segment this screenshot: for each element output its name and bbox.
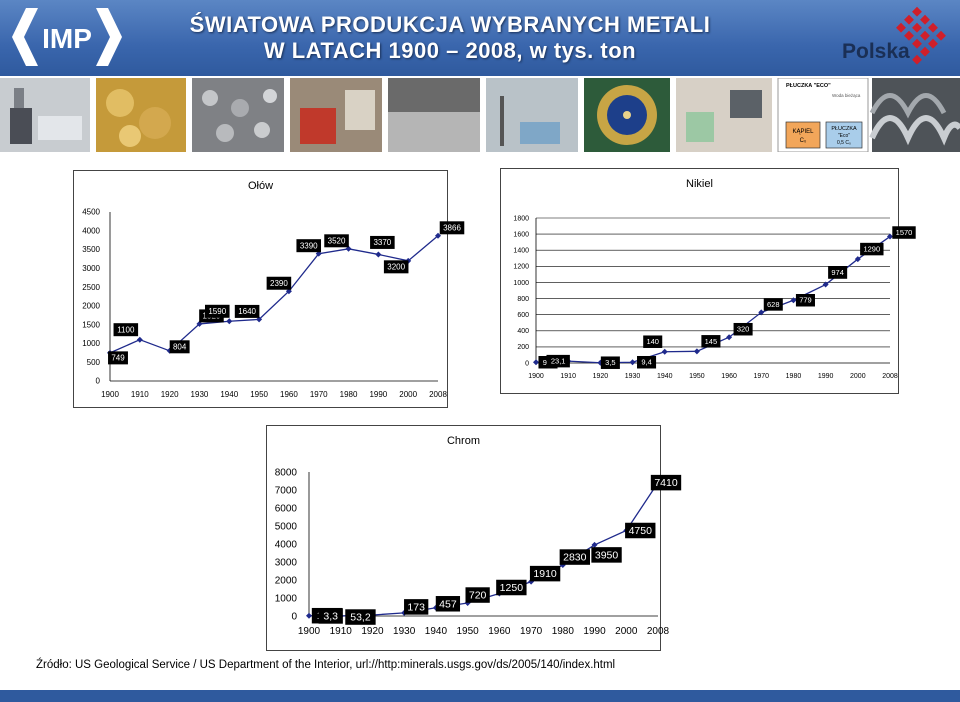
photo-metal-folds — [869, 78, 960, 152]
chart-title-olow: Ołów — [247, 180, 274, 192]
eco-box1-line1: KĄPIEL — [792, 129, 814, 135]
eco-box2-line1: PŁUCZKA — [831, 126, 857, 132]
header-banner: IMP ŚWIATOWA PRODUKCJA WYBRANYCH METALI … — [0, 0, 960, 76]
eco-box2-line2: "Eco" — [838, 133, 850, 139]
eco-box1-line2: C₀ — [800, 138, 807, 144]
imp-logo-text: IMP — [42, 23, 92, 54]
polska-logo-text: Polska — [842, 40, 910, 63]
photo-lab-1 — [0, 78, 90, 152]
polska-logo: Polska — [842, 6, 946, 65]
eco-diagram-water-label: Woda bieżąca — [832, 93, 861, 98]
photo-strip: PŁUCZKA "ECO" Woda bieżąca KĄPIEL C₀ PŁU… — [0, 78, 960, 152]
title-line-2: W LATACH 1900 – 2008, w tys. ton — [263, 38, 637, 63]
chart-title-nikiel: Nikiel — [686, 178, 713, 190]
chart-title-chrom: Chrom — [446, 435, 480, 447]
polska-logo-mark — [896, 6, 946, 65]
page-title: ŚWIATOWA PRODUKCJA WYBRANYCH METALI W LA… — [150, 12, 750, 64]
photo-eco-diagram: PŁUCZKA "ECO" Woda bieżąca KĄPIEL C₀ PŁU… — [777, 78, 869, 152]
eco-box2-line3: 0,5 C₀ — [837, 140, 851, 146]
imp-logo: IMP — [12, 8, 122, 66]
photo-granules — [192, 78, 284, 152]
bottom-bar — [0, 690, 960, 702]
chart-panel-olow: Ołów — [73, 170, 448, 408]
photo-lab-2 — [486, 78, 578, 152]
eco-diagram-title: PŁUCZKA "ECO" — [786, 83, 831, 89]
photo-coils — [96, 78, 186, 152]
title-line-1: ŚWIATOWA PRODUKCJA WYBRANYCH METALI — [189, 12, 711, 37]
photo-micrograph — [388, 78, 480, 152]
photo-factory — [290, 78, 382, 152]
source-note: Źródło: US Geological Service / US Depar… — [36, 659, 616, 671]
chart-panel-nikiel: Nikiel — [500, 168, 899, 394]
photo-clock — [584, 78, 670, 152]
photo-lab-3 — [676, 78, 772, 152]
chart-panel-chrom: Chrom — [266, 425, 661, 651]
